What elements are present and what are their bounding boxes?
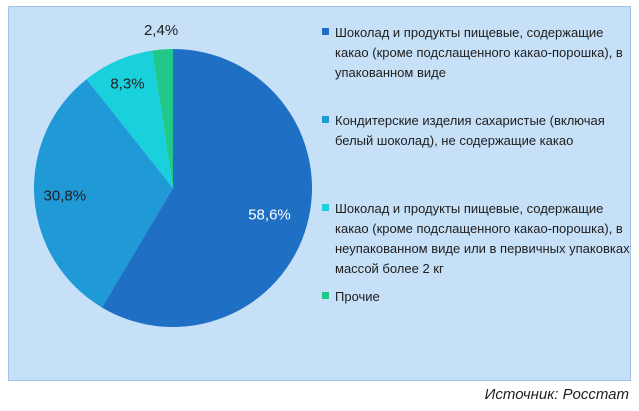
legend-label: Прочие [335, 289, 380, 304]
data-label-sugar-confectionery: 30,8% [44, 187, 87, 204]
data-label-packaged-chocolate: 58,6% [248, 207, 291, 224]
legend-swatch [322, 204, 329, 211]
legend-swatch [322, 116, 329, 123]
slice-unpackaged-chocolate [86, 50, 173, 188]
slice-sugar-confectionery [33, 79, 173, 308]
legend-label: Шоколад и продукты пищевые, содержащие к… [335, 25, 623, 80]
legend-label: Кондитерские изделия сахаристые (включая… [335, 113, 605, 148]
data-label-unpackaged-chocolate: 8,3% [110, 76, 144, 93]
data-label-other: 2,4% [144, 22, 178, 39]
legend-swatch [322, 292, 329, 299]
pie-chart: 58,6% 30,8% 8,3% 2,4% [33, 22, 312, 327]
legend-label: Шоколад и продукты пищевые, содержащие к… [335, 201, 630, 276]
slice-packaged-chocolate [101, 49, 312, 327]
source-note: Источник: Росстат [484, 386, 629, 403]
legend-swatch [322, 28, 329, 35]
slice-other [152, 49, 173, 188]
chart-panel: 58,6% 30,8% 8,3% 2,4% Шоколад и продукты пи… [8, 6, 631, 381]
